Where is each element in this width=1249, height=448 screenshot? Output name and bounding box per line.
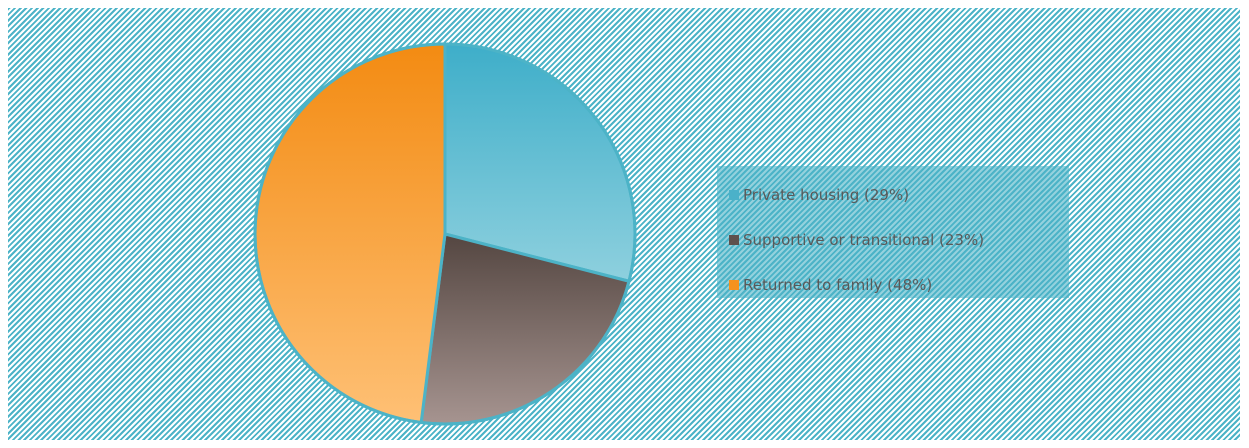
legend-label-returned-to-family: Returned to family (48%) [743, 276, 932, 294]
legend-item-supportive-or-transitional: Supportive or transitional (23%) [729, 223, 1069, 256]
legend-swatch-returned-to-family [729, 280, 739, 290]
legend-label-supportive-or-transitional: Supportive or transitional (23%) [743, 231, 984, 249]
legend-item-private-housing: Private housing (29%) [729, 178, 1069, 211]
pie-slice-returned-to-family [255, 44, 445, 423]
legend-swatch-private-housing [729, 190, 739, 200]
legend-item-returned-to-family: Returned to family (48%) [729, 268, 1069, 301]
legend-swatch-supportive-or-transitional [729, 235, 739, 245]
pie-slices [255, 44, 635, 424]
legend-label-private-housing: Private housing (29%) [743, 186, 909, 204]
legend: Private housing (29%) Supportive or tran… [717, 166, 1069, 298]
chart-area: Private housing (29%) Supportive or tran… [8, 8, 1240, 440]
